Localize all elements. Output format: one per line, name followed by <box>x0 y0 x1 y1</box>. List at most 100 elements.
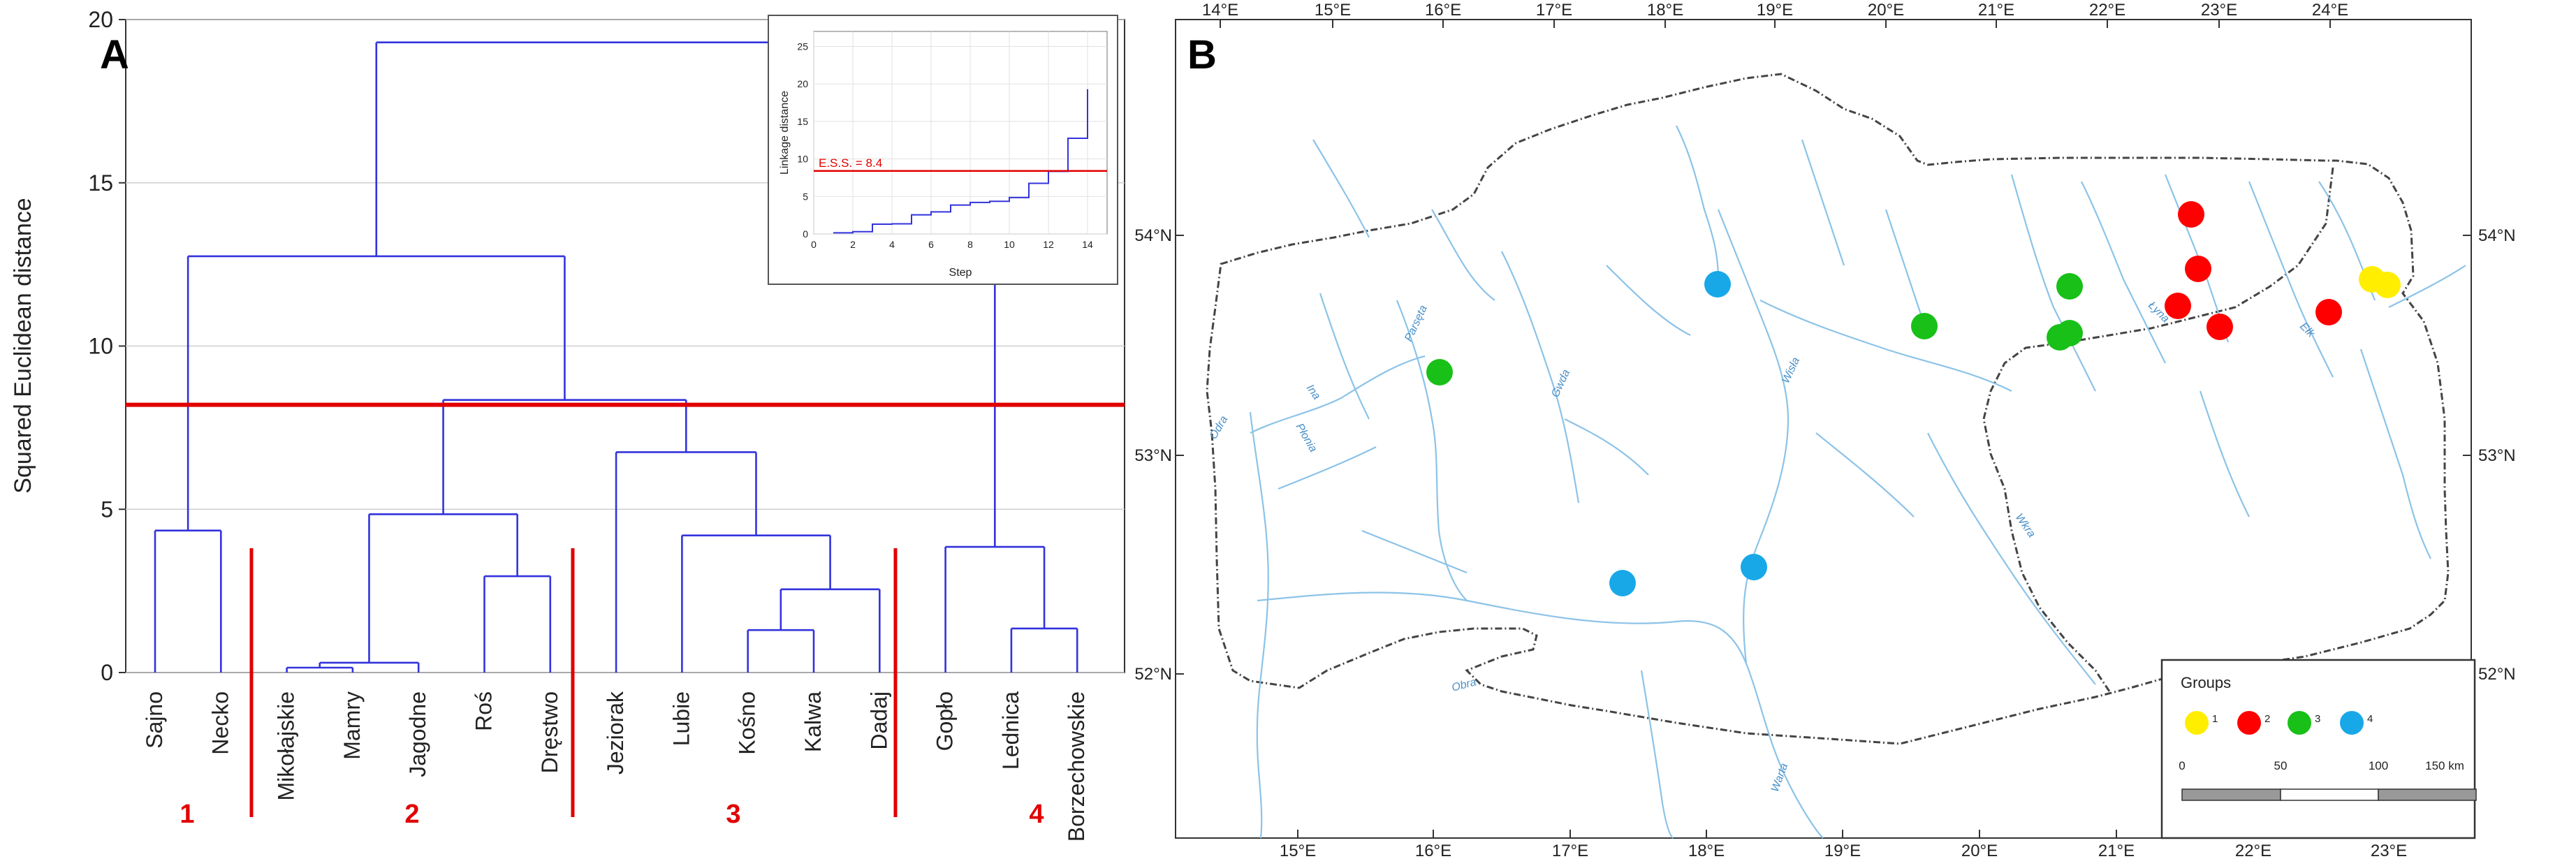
leaf-label: Dręstwo <box>537 691 562 773</box>
river <box>2248 181 2334 378</box>
river <box>1250 355 1426 434</box>
inset-y-label: Linkage distance <box>779 91 791 175</box>
scale-label-50: 50 <box>2274 759 2288 772</box>
leaf-label: Mikołajskie <box>274 691 299 800</box>
river <box>1257 592 1824 839</box>
lake-point-group2 <box>2185 256 2211 282</box>
y-tick-label: 0 <box>101 660 113 685</box>
lake-point-group2 <box>2315 299 2342 325</box>
inset-y-tick-label: 20 <box>797 78 808 89</box>
inset-gridlines <box>813 31 1107 235</box>
river <box>1815 432 1915 517</box>
top-longitude-label: 14°E <box>1202 1 1238 20</box>
top-longitude-label: 19°E <box>1757 1 1793 20</box>
bottom-longitude-label: 21°E <box>2098 842 2135 859</box>
group-number-1: 1 <box>180 800 194 829</box>
legend-title: Groups <box>2181 674 2231 691</box>
leaf-label: Lubie <box>668 691 694 746</box>
river <box>2359 348 2431 559</box>
legend-label-1: 1 <box>2212 713 2218 725</box>
river <box>1606 265 1691 336</box>
map-legend: Groups 1 2 3 4 0 50 100 150 km <box>2160 659 2477 839</box>
scale-bar-seg <box>2378 788 2477 801</box>
lake-point-group4 <box>1741 554 1767 580</box>
river <box>1249 411 1269 839</box>
lake-point-group4 <box>1609 570 1636 596</box>
legend-label-2: 2 <box>2264 713 2270 725</box>
leaf-label: Jagodne <box>405 691 430 777</box>
lake-point-group2 <box>2165 293 2191 319</box>
scale-bar-seg <box>2181 788 2281 801</box>
inset-x-tick-label: 4 <box>889 239 895 250</box>
leaf-label: Sajno <box>142 691 167 749</box>
y-tick-label: 15 <box>88 170 113 196</box>
inset-x-tick-label: 8 <box>967 239 973 250</box>
leaf-label: Mamry <box>339 691 365 760</box>
leaf-label: Borzechowskie <box>1064 691 1089 842</box>
panel-b: 14°E 15°E 16°E 17°E 18°E 19°E 20°E 21°E 22°E 23°E… <box>1134 1 2515 859</box>
bottom-longitude-label: 16°E <box>1415 842 1451 859</box>
left-latitude-label: 53°N <box>1134 446 1172 465</box>
inset-ess-label: E.S.S. = 8.4 <box>819 156 882 170</box>
group-number-4: 4 <box>1029 800 1044 829</box>
right-latitude-label: 52°N <box>2478 665 2516 684</box>
y-tick-label: 5 <box>101 497 113 522</box>
left-latitude-label: 52°N <box>1134 665 1172 684</box>
y-axis-label: Squared Euclidean distance <box>10 198 36 493</box>
inset-x-tick-label: 14 <box>1082 239 1093 250</box>
legend-label-3: 3 <box>2315 713 2320 725</box>
dendrogram-y-ticks: 0 5 10 15 20 <box>88 7 126 685</box>
y-tick-label: 10 <box>88 334 113 359</box>
scale-bar-seg <box>2280 788 2379 801</box>
scale-label-150: 150 km <box>2425 759 2464 772</box>
panel-letter-a: A <box>100 32 129 78</box>
inset-chart: 0 5 10 15 20 25 0 2 4 6 8 10 12 14 E.S.S. = 8.4 Linka… <box>768 15 1118 285</box>
inset-y-tick-label: 5 <box>803 191 808 202</box>
bottom-longitude-label: 17°E <box>1552 842 1588 859</box>
river <box>1312 139 1370 238</box>
inset-plot-area <box>813 31 1108 235</box>
top-longitude-label: 21°E <box>1978 1 2014 20</box>
river <box>2388 265 2466 308</box>
bottom-longitude-label: 23°E <box>2371 842 2407 859</box>
lake-point-group2 <box>2207 314 2233 340</box>
bottom-longitude-label: 22°E <box>2235 842 2271 859</box>
top-longitude-label: 18°E <box>1647 1 1683 20</box>
river <box>2010 174 2096 392</box>
river <box>1564 418 1649 476</box>
inset-ticks: 0 5 10 15 20 25 0 2 4 6 8 10 12 14 <box>797 41 1093 250</box>
inset-linkage-curve <box>833 89 1088 234</box>
inset-x-tick-label: 10 <box>1004 239 1015 250</box>
river <box>1431 209 1495 301</box>
leaf-label: Roś <box>471 691 497 731</box>
legend-label-4: 4 <box>2367 713 2373 725</box>
inset-y-tick-label: 25 <box>797 41 808 52</box>
river <box>1927 432 2096 685</box>
inset-x-label: Step <box>949 267 972 279</box>
leaf-label: Dadaj <box>866 691 891 750</box>
y-tick-label: 20 <box>88 7 113 32</box>
inset-y-tick-label: 10 <box>797 154 808 165</box>
lake-point-group3 <box>1911 313 1938 339</box>
scale-label-0: 0 <box>2179 759 2185 772</box>
river <box>2081 181 2166 364</box>
inset-x-tick-label: 2 <box>850 239 856 250</box>
top-longitude-label: 20°E <box>1868 1 1904 20</box>
right-latitude-label: 53°N <box>2478 446 2516 465</box>
scale-label-100: 100 <box>2369 759 2388 772</box>
inset-y-tick-label: 15 <box>797 116 808 127</box>
river <box>1759 300 2012 392</box>
inset-x-tick-label: 6 <box>928 239 934 250</box>
bottom-longitude-label: 19°E <box>1824 842 1861 859</box>
left-latitude-label: 54°N <box>1134 226 1172 245</box>
leaf-label: Kośno <box>735 691 760 755</box>
lake-point-group3 <box>2056 320 2083 346</box>
leaf-label: Jeziorak <box>603 691 628 774</box>
map-coordinate-ticks: 14°E 15°E 16°E 17°E 18°E 19°E 20°E 21°E 22°E 23°E… <box>1134 1 2515 859</box>
top-longitude-label: 15°E <box>1315 1 1351 20</box>
lake-points <box>1426 201 2401 596</box>
legend-box <box>2160 659 2476 839</box>
group-number-2: 2 <box>404 800 419 829</box>
